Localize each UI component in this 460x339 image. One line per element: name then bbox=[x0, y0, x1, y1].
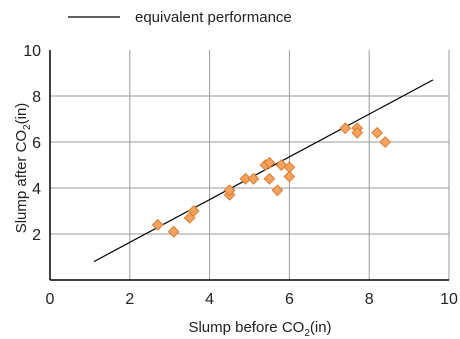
x-tick-label: 10 bbox=[440, 291, 458, 308]
equivalent-performance-line bbox=[93, 79, 434, 263]
data-point-diamond bbox=[283, 170, 296, 183]
x-tick-label: 4 bbox=[205, 291, 214, 308]
data-point-diamond bbox=[271, 184, 284, 197]
data-point-diamond bbox=[263, 172, 276, 185]
data-point-diamond bbox=[187, 205, 200, 217]
axes bbox=[49, 50, 449, 281]
data-point-diamond bbox=[167, 225, 180, 238]
y-axis-title: Slump after CO2(in) bbox=[13, 103, 33, 234]
legend-label: equivalent performance bbox=[135, 9, 292, 26]
y-tick-label: 6 bbox=[32, 135, 41, 152]
x-tick-label: 0 bbox=[46, 291, 55, 308]
grid bbox=[50, 50, 450, 280]
y-tick-label: 10 bbox=[23, 43, 41, 60]
reference-line-group bbox=[93, 79, 434, 263]
x-tick-labels: 0 2 4 6 8 10 bbox=[46, 291, 458, 308]
y-tick-label: 2 bbox=[32, 227, 41, 244]
data-point-diamond bbox=[239, 172, 252, 185]
y-tick-label: 8 bbox=[32, 89, 41, 106]
x-tick-label: 6 bbox=[285, 291, 294, 308]
y-tick-labels: 2 4 6 8 10 bbox=[23, 43, 41, 244]
x-tick-label: 2 bbox=[125, 291, 134, 308]
legend: equivalent performance bbox=[68, 9, 292, 26]
data-point-diamond bbox=[371, 126, 384, 139]
data-point-diamond bbox=[351, 126, 364, 139]
y-tick-label: 4 bbox=[32, 181, 41, 198]
data-point-diamond bbox=[151, 218, 164, 231]
data-point-diamond bbox=[339, 122, 352, 135]
x-axis-title: Slump before CO2(in) bbox=[188, 319, 331, 339]
data-point-diamond bbox=[247, 172, 260, 185]
data-point-diamond bbox=[223, 184, 236, 197]
data-point-diamond bbox=[263, 156, 276, 169]
x-tick-label: 8 bbox=[365, 291, 374, 308]
data-points bbox=[151, 122, 392, 238]
data-point-diamond bbox=[379, 136, 392, 148]
